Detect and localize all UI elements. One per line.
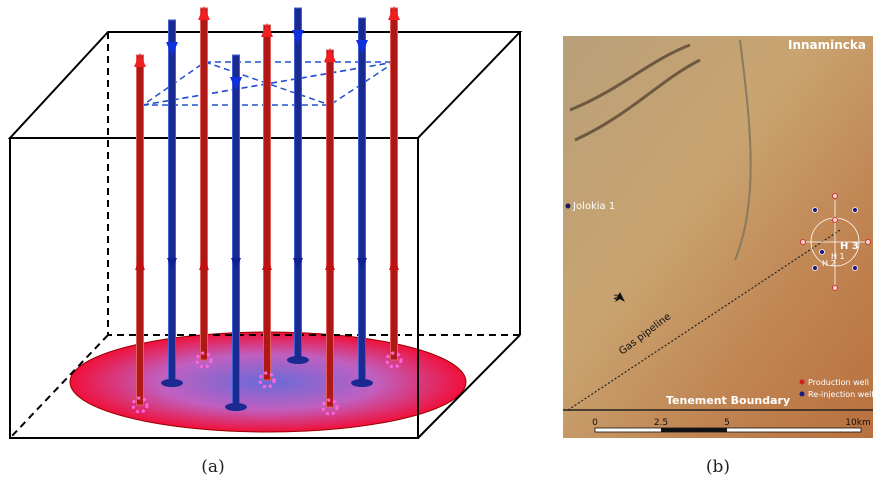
well [264, 25, 271, 380]
injection-point [287, 356, 309, 364]
well-dot [801, 240, 806, 245]
well [391, 8, 398, 360]
well [327, 50, 334, 407]
flow-arrow [134, 53, 146, 67]
north-label: N [613, 294, 622, 300]
scale-label: 0 [592, 418, 598, 428]
legend-marker [800, 380, 805, 385]
legend-label: Production well [808, 378, 869, 387]
well-dot [853, 208, 858, 213]
caption: (b) [706, 457, 730, 477]
injection-point [351, 379, 373, 387]
flow-arrow [261, 23, 273, 37]
flow-arrow [356, 40, 368, 54]
well-dot [813, 266, 818, 271]
well [201, 8, 208, 360]
scale-bar [661, 428, 727, 432]
well-label: Jolokia 1 [572, 201, 615, 212]
well-dot [833, 218, 838, 223]
well-dot [833, 286, 838, 291]
scale-label: 5 [724, 418, 730, 428]
well-dot [566, 204, 571, 209]
well [295, 8, 302, 360]
legend-label: Re-injection well [808, 390, 873, 399]
scale-bar [595, 428, 861, 432]
map-title: Innamincka [788, 38, 866, 52]
well-dot [833, 194, 838, 199]
page: (a) Innamincka Jolokia 1 H 3 H 1 H 2 N G… [0, 0, 873, 484]
well-dot [820, 250, 825, 255]
well [359, 18, 366, 383]
flow-arrow [198, 6, 210, 20]
panel-b: Innamincka Jolokia 1 H 3 H 1 H 2 N Gas p… [563, 36, 873, 477]
well [137, 55, 144, 405]
figure: (a) Innamincka Jolokia 1 H 3 H 1 H 2 N G… [0, 0, 873, 484]
flow-arrow [166, 42, 178, 56]
scale-label: 2.5 [654, 418, 668, 428]
boundary-label: Tenement Boundary [666, 394, 790, 407]
well [169, 20, 176, 383]
injection-point [161, 379, 183, 387]
flow-arrow [324, 48, 336, 62]
well [233, 55, 240, 407]
scale-label: 10km [845, 418, 870, 428]
well-dot [853, 266, 858, 271]
injection-point [225, 403, 247, 411]
well-label: H 2 [822, 259, 836, 268]
well-dot [866, 240, 871, 245]
flow-arrow [230, 77, 242, 91]
well-label: H 3 [840, 241, 859, 252]
well-dot [813, 208, 818, 213]
panel-a: (a) [10, 6, 520, 477]
caption: (a) [201, 457, 224, 477]
flow-arrow [292, 30, 304, 44]
flow-arrow [388, 6, 400, 20]
legend-marker [800, 392, 805, 397]
